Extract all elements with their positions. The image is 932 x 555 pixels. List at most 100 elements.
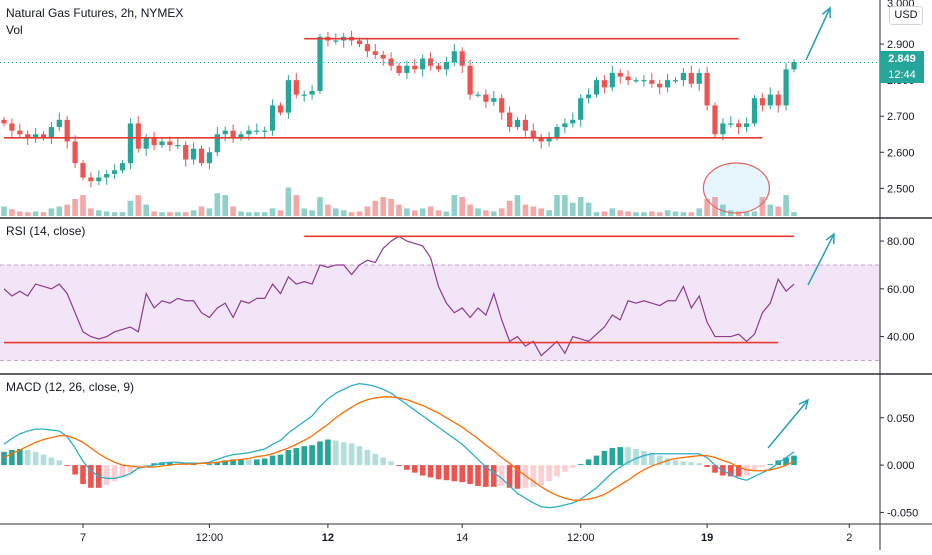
candle[interactable]	[514, 119, 521, 128]
candle[interactable]	[625, 76, 631, 81]
rsi-pane[interactable]	[0, 232, 880, 361]
signal-line[interactable]	[3, 396, 795, 501]
candle[interactable]	[522, 119, 528, 131]
candle[interactable]	[206, 152, 212, 164]
candle[interactable]	[586, 94, 592, 99]
candle[interactable]	[214, 134, 220, 153]
candle[interactable]	[507, 112, 513, 128]
time-axis[interactable]: 7 12:00 12 14 12:00 19 2	[80, 524, 852, 544]
candle[interactable]	[293, 80, 299, 95]
candle[interactable]	[333, 40, 339, 42]
candle[interactable]	[191, 148, 197, 160]
candle[interactable]	[538, 137, 544, 142]
candle[interactable]	[33, 134, 39, 138]
candle[interactable]	[317, 36, 323, 91]
candle[interactable]	[64, 119, 70, 142]
candle[interactable]	[56, 119, 62, 128]
rsi-arrow[interactable]	[807, 233, 835, 286]
candle[interactable]	[696, 72, 702, 84]
volume-label[interactable]: Vol	[6, 23, 23, 37]
candle[interactable]	[9, 123, 15, 131]
candle[interactable]	[435, 65, 442, 70]
candle[interactable]	[222, 130, 228, 135]
candle[interactable]	[238, 134, 244, 138]
candle[interactable]	[285, 80, 291, 113]
candle[interactable]	[475, 94, 481, 96]
candle[interactable]	[459, 51, 465, 66]
candle[interactable]	[530, 130, 536, 138]
candle[interactable]	[428, 58, 434, 66]
candle[interactable]	[609, 72, 615, 88]
macd-pane[interactable]	[1, 383, 810, 509]
candle[interactable]	[562, 123, 568, 128]
candle[interactable]	[175, 145, 181, 147]
symbol-title[interactable]: Natural Gas Futures, 2h, NYMEX	[6, 6, 184, 20]
candle[interactable]	[301, 94, 307, 96]
trend-arrow[interactable]	[805, 7, 831, 61]
candle[interactable]	[277, 105, 284, 113]
candle[interactable]	[641, 80, 647, 82]
candle[interactable]	[412, 65, 418, 70]
candle[interactable]	[704, 72, 710, 106]
candle[interactable]	[246, 130, 252, 135]
candle[interactable]	[372, 51, 378, 55]
candle[interactable]	[601, 80, 607, 88]
candle[interactable]	[775, 94, 781, 106]
candle[interactable]	[617, 72, 623, 77]
candle[interactable]	[483, 94, 489, 102]
candle[interactable]	[388, 58, 394, 66]
candle[interactable]	[151, 137, 157, 146]
candle[interactable]	[230, 130, 236, 138]
highlight-ellipse[interactable]	[702, 162, 771, 214]
candle[interactable]	[364, 44, 370, 52]
candle[interactable]	[443, 62, 449, 70]
candle[interactable]	[183, 145, 189, 160]
candle[interactable]	[88, 177, 94, 182]
candle[interactable]	[751, 98, 758, 124]
candle[interactable]	[270, 105, 276, 131]
candle[interactable]	[96, 177, 102, 182]
candle[interactable]	[578, 98, 584, 120]
currency-badge[interactable]: USD	[889, 6, 923, 25]
candle[interactable]	[546, 137, 552, 142]
candle[interactable]	[680, 72, 686, 81]
candle[interactable]	[112, 170, 118, 174]
candle[interactable]	[467, 65, 473, 95]
candle[interactable]	[17, 130, 23, 135]
candle[interactable]	[633, 80, 639, 82]
candle[interactable]	[491, 98, 497, 102]
candle[interactable]	[688, 72, 694, 84]
candle[interactable]	[254, 130, 260, 132]
candle[interactable]	[119, 163, 126, 171]
candle[interactable]	[72, 141, 78, 164]
rsi-title[interactable]: RSI (14, close)	[6, 224, 86, 238]
candle[interactable]	[783, 69, 789, 106]
candle[interactable]	[48, 127, 54, 138]
candle[interactable]	[767, 94, 773, 106]
candle[interactable]	[672, 80, 679, 82]
candle[interactable]	[25, 134, 31, 138]
candle[interactable]	[759, 98, 765, 106]
macd-arrow[interactable]	[767, 399, 809, 449]
candle[interactable]	[104, 173, 110, 178]
candle[interactable]	[593, 80, 600, 95]
candle[interactable]	[309, 90, 315, 95]
candle[interactable]	[380, 54, 386, 59]
candle[interactable]	[451, 51, 457, 63]
candle[interactable]	[791, 62, 797, 70]
candle[interactable]	[135, 123, 141, 149]
candle[interactable]	[744, 123, 750, 128]
candle[interactable]	[404, 65, 410, 73]
candle[interactable]	[127, 123, 133, 164]
candle[interactable]	[1, 119, 7, 124]
candle[interactable]	[167, 141, 173, 146]
candle[interactable]	[665, 80, 671, 88]
price-pane[interactable]	[0, 6, 880, 216]
candle[interactable]	[657, 83, 663, 88]
candle[interactable]	[570, 119, 576, 124]
macd-line[interactable]	[3, 383, 795, 509]
candle[interactable]	[143, 137, 149, 149]
candle[interactable]	[80, 163, 86, 178]
